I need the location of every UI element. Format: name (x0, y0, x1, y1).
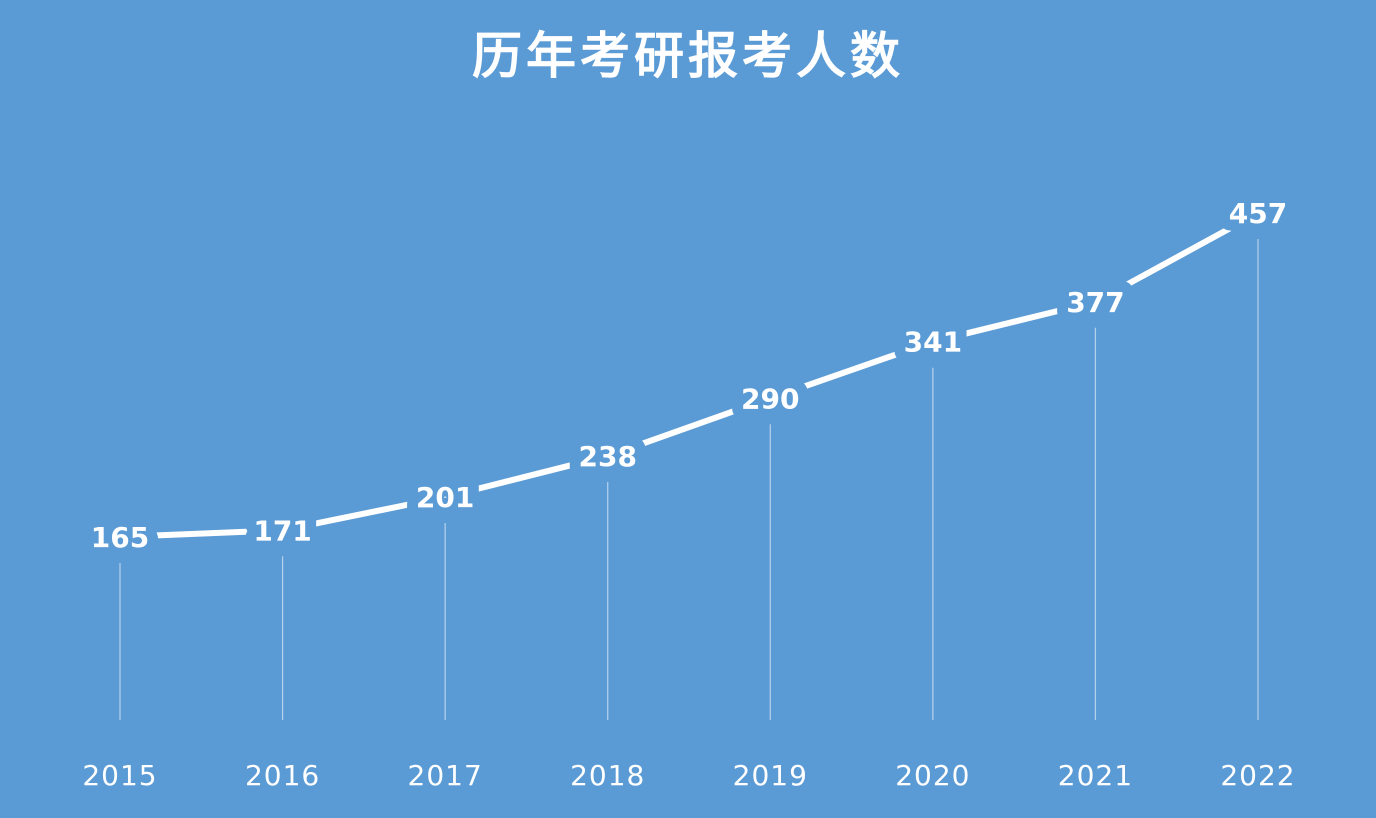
data-label: 165 (91, 521, 149, 554)
data-label: 457 (1229, 197, 1287, 230)
data-label: 377 (1066, 286, 1124, 319)
x-tick-label: 2022 (1220, 759, 1295, 792)
x-tick-label: 2020 (895, 759, 970, 792)
line (119, 210, 1260, 540)
x-tick-label: 2018 (570, 759, 645, 792)
lines (119, 210, 1260, 540)
data-label: 341 (904, 326, 962, 359)
chart-title: 历年考研报考人数 (472, 26, 904, 85)
drop-lines (119, 239, 1259, 720)
x-tick-label: 2015 (82, 759, 157, 792)
data-label: 290 (741, 382, 799, 415)
data-label: 171 (253, 514, 311, 547)
x-tick-label: 2016 (245, 759, 320, 792)
x-tick-label: 2019 (733, 759, 808, 792)
data-label: 201 (416, 481, 474, 514)
x-tick-label: 2017 (408, 759, 483, 792)
x-tick-label: 2021 (1058, 759, 1133, 792)
data-label: 238 (578, 440, 636, 473)
